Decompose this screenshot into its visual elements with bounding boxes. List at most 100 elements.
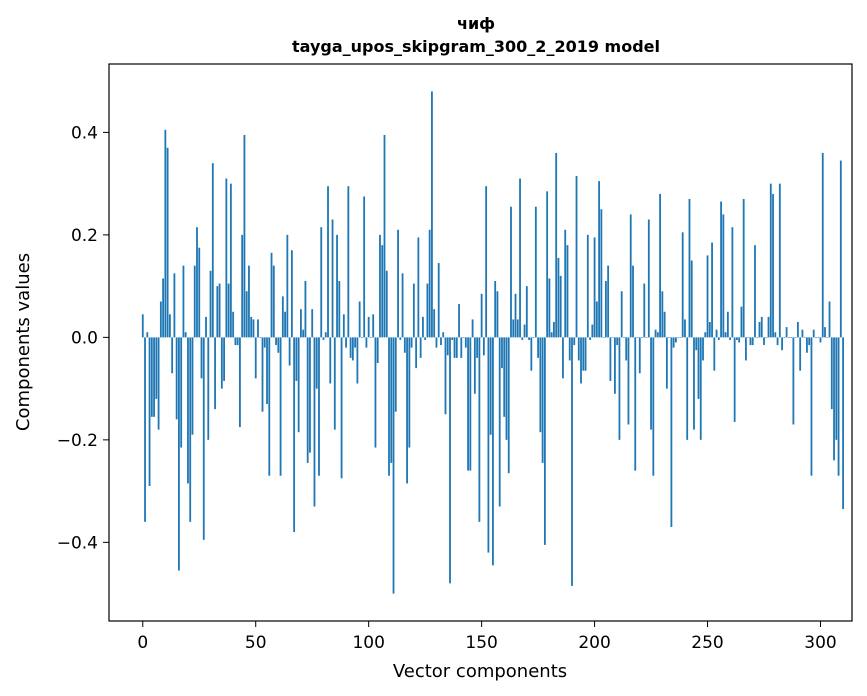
bar-48 xyxy=(250,316,253,338)
bar-62 xyxy=(281,296,284,338)
bar-129 xyxy=(433,309,436,338)
bar-116 xyxy=(403,337,406,353)
bar-184 xyxy=(557,257,560,338)
bar-52 xyxy=(259,337,262,338)
bar-304 xyxy=(828,301,831,338)
bar-125 xyxy=(424,337,427,340)
bar-41 xyxy=(234,337,237,346)
bar-223 xyxy=(645,337,648,338)
x-tick-label: 0 xyxy=(137,633,148,653)
bar-193 xyxy=(577,337,580,361)
bar-227 xyxy=(654,329,657,338)
bar-75 xyxy=(311,309,314,338)
bar-220 xyxy=(638,337,641,374)
bar-243 xyxy=(690,260,693,338)
bar-253 xyxy=(713,337,716,371)
bar-158 xyxy=(498,337,501,507)
bar-272 xyxy=(756,337,759,338)
bar-57 xyxy=(270,252,273,338)
bar-207 xyxy=(609,337,612,381)
bar-254 xyxy=(715,329,718,338)
bar-0 xyxy=(141,314,144,338)
bar-290 xyxy=(796,322,799,338)
bar-205 xyxy=(604,281,607,338)
bar-104 xyxy=(376,337,379,363)
bar-70 xyxy=(300,309,302,338)
bar-258 xyxy=(724,332,727,338)
bar-74 xyxy=(309,337,311,453)
bar-159 xyxy=(501,337,503,369)
bar-40 xyxy=(232,311,235,338)
bar-130 xyxy=(435,337,438,348)
bar-151 xyxy=(482,337,485,356)
bar-292 xyxy=(801,329,804,338)
bar-14 xyxy=(173,273,176,338)
bar-124 xyxy=(421,316,424,338)
bar-273 xyxy=(758,322,761,338)
y-tick-label: −0.2 xyxy=(57,431,98,451)
bar-47 xyxy=(248,265,250,338)
bar-25 xyxy=(198,247,201,338)
bar-310 xyxy=(842,337,844,510)
bar-144 xyxy=(467,337,469,471)
bar-165 xyxy=(514,293,517,338)
bar-155 xyxy=(492,337,494,566)
x-axis-ticks: 0 50 100 150 200 250 300 xyxy=(137,621,837,653)
bar-65 xyxy=(288,337,291,366)
bar-113 xyxy=(397,229,399,338)
bar-267 xyxy=(745,337,747,361)
bar-120 xyxy=(412,283,415,338)
bar-122 xyxy=(417,237,420,338)
plot-frame xyxy=(108,63,853,622)
bar-299 xyxy=(817,337,820,338)
bar-189 xyxy=(568,337,571,361)
bar-102 xyxy=(372,314,375,338)
bar-132 xyxy=(440,337,442,346)
bar-101 xyxy=(370,337,372,338)
bar-78 xyxy=(318,337,320,476)
bar-46 xyxy=(245,291,248,338)
bar-84 xyxy=(331,219,334,338)
y-axis-label: Components values xyxy=(13,253,34,431)
bar-176 xyxy=(539,337,542,433)
bar-67 xyxy=(293,337,296,533)
bar-289 xyxy=(794,337,797,338)
bar-8 xyxy=(159,301,162,338)
bar-181 xyxy=(550,332,553,338)
bar-15 xyxy=(175,337,178,420)
bar-263 xyxy=(736,337,738,340)
bar-43 xyxy=(239,337,241,428)
bar-60 xyxy=(277,337,280,353)
bar-185 xyxy=(559,275,562,338)
bar-64 xyxy=(286,234,289,338)
bar-252 xyxy=(711,242,713,338)
bar-68 xyxy=(295,337,298,381)
bar-148 xyxy=(476,337,479,358)
bar-93 xyxy=(351,337,354,361)
bar-178 xyxy=(543,337,546,545)
bar-89 xyxy=(342,314,345,338)
bar-199 xyxy=(591,324,594,338)
bar-307 xyxy=(835,337,838,440)
y-tick-label: −0.4 xyxy=(57,533,98,553)
bar-17 xyxy=(180,337,183,448)
bar-244 xyxy=(693,337,695,430)
bar-145 xyxy=(469,337,472,471)
bar-268 xyxy=(747,337,750,338)
bar-221 xyxy=(641,337,643,338)
bar-3 xyxy=(148,337,151,486)
bar-161 xyxy=(505,337,508,440)
bar-24 xyxy=(196,227,198,338)
bar-198 xyxy=(589,337,591,340)
bar-174 xyxy=(534,206,537,338)
bar-274 xyxy=(760,316,763,338)
bar-166 xyxy=(516,319,519,338)
bar-53 xyxy=(261,337,264,412)
bar-32 xyxy=(214,337,216,410)
bar-128 xyxy=(431,91,433,338)
bar-167 xyxy=(519,178,521,338)
chart-title-line1: чиф xyxy=(457,14,495,33)
bar-147 xyxy=(473,337,476,394)
bar-297 xyxy=(812,329,815,338)
bar-285 xyxy=(785,327,788,338)
